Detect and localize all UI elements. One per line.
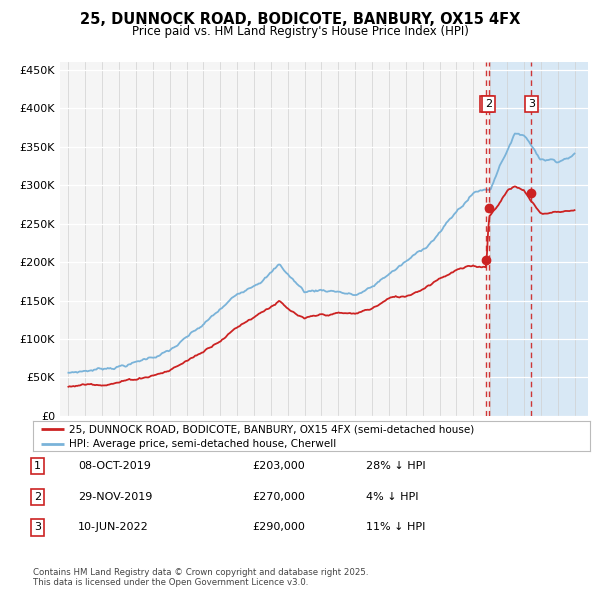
- Text: 2: 2: [485, 99, 493, 109]
- Text: £290,000: £290,000: [252, 523, 305, 532]
- Bar: [490, 62, 600, 416]
- Text: 29-NOV-2019: 29-NOV-2019: [78, 492, 152, 502]
- Text: 10-JUN-2022: 10-JUN-2022: [78, 523, 149, 532]
- Text: 11% ↓ HPI: 11% ↓ HPI: [366, 523, 425, 532]
- Text: 1: 1: [483, 99, 490, 109]
- Text: 25, DUNNOCK ROAD, BODICOTE, BANBURY, OX15 4FX: 25, DUNNOCK ROAD, BODICOTE, BANBURY, OX1…: [80, 12, 520, 27]
- Text: 4% ↓ HPI: 4% ↓ HPI: [366, 492, 419, 502]
- Text: 3: 3: [34, 523, 41, 532]
- Text: Contains HM Land Registry data © Crown copyright and database right 2025.
This d: Contains HM Land Registry data © Crown c…: [33, 568, 368, 587]
- Text: 1: 1: [34, 461, 41, 471]
- Text: HPI: Average price, semi-detached house, Cherwell: HPI: Average price, semi-detached house,…: [69, 439, 337, 448]
- Text: 28% ↓ HPI: 28% ↓ HPI: [366, 461, 425, 471]
- Text: £203,000: £203,000: [252, 461, 305, 471]
- Text: 25, DUNNOCK ROAD, BODICOTE, BANBURY, OX15 4FX (semi-detached house): 25, DUNNOCK ROAD, BODICOTE, BANBURY, OX1…: [69, 424, 475, 434]
- Text: 08-OCT-2019: 08-OCT-2019: [78, 461, 151, 471]
- Text: 3: 3: [528, 99, 535, 109]
- Text: £270,000: £270,000: [252, 492, 305, 502]
- Text: 2: 2: [34, 492, 41, 502]
- Text: Price paid vs. HM Land Registry's House Price Index (HPI): Price paid vs. HM Land Registry's House …: [131, 25, 469, 38]
